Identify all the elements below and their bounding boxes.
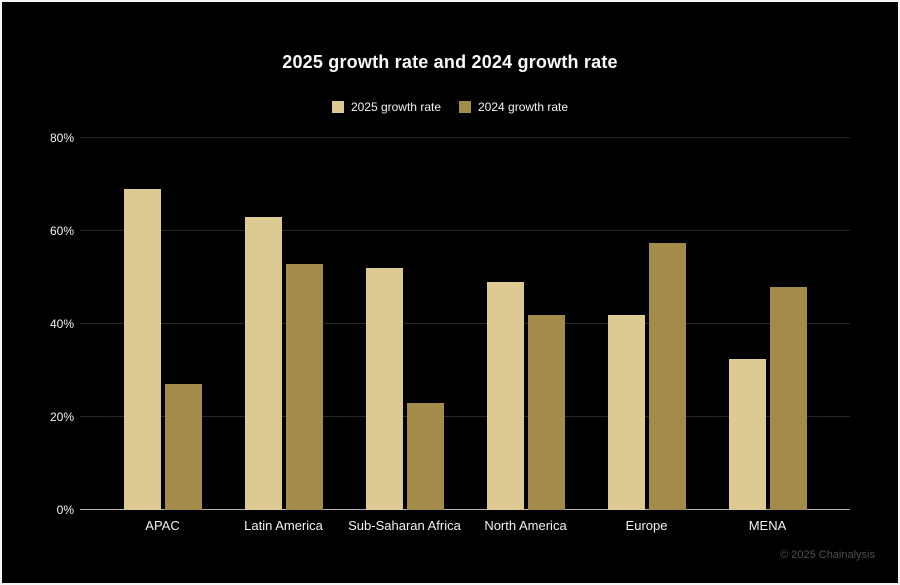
bar-2024-growth-rate-mena [769, 286, 807, 510]
footer-credit: © 2025 Chainalysis [780, 549, 875, 561]
bar-2024-growth-rate-europe [648, 242, 686, 510]
gridline-40 [80, 323, 850, 324]
category-label-apac: APAC [145, 518, 180, 533]
legend-item-2025: 2025 growth rate [331, 100, 441, 114]
category-label-europe: Europe [625, 518, 668, 533]
category-label-latin-america: Latin America [244, 518, 323, 533]
category-label-mena: MENA [748, 518, 787, 533]
bar-group-north-america: North America [484, 138, 567, 533]
y-tick-label-40: 40% [49, 317, 74, 331]
bar-2024-growth-rate-apac [164, 384, 202, 510]
bar-2024-growth-rate-sub-saharan-africa [406, 403, 444, 510]
bar-group-latin-america: Latin America [244, 138, 323, 533]
bar-2024-growth-rate-latin-america [285, 263, 323, 510]
gridline-80 [80, 137, 850, 138]
y-axis: 0% 20% 40% 60% 80% [2, 131, 74, 517]
legend-label-2025: 2025 growth rate [350, 100, 441, 114]
bar-group-mena: MENA [728, 138, 807, 533]
bar-2025-growth-rate-apac [123, 189, 161, 510]
bar-2025-growth-rate-latin-america [244, 217, 282, 510]
chart-title: 2025 growth rate and 2024 growth rate [282, 52, 618, 72]
gridline-20 [80, 416, 850, 417]
bars-layer: APAC Latin America Sub-Saharan Africa North… [80, 138, 850, 533]
y-tick-label-80: 80% [49, 131, 74, 145]
plot-area: APAC Latin America Sub-Saharan Africa North… [80, 137, 850, 533]
bar-group-europe: Europe [607, 138, 686, 533]
legend-label-2024: 2024 growth rate [478, 100, 569, 114]
legend-swatch-2024-icon [459, 101, 471, 113]
bar-group-apac: APAC [123, 138, 202, 533]
bar-2025-growth-rate-sub-saharan-africa [365, 268, 403, 510]
category-label-north-america: North America [484, 518, 567, 533]
bar-2024-growth-rate-north-america [527, 314, 565, 510]
legend-item-2024: 2024 growth rate [459, 100, 568, 114]
category-label-sub-saharan-africa: Sub-Saharan Africa [348, 518, 461, 533]
y-tick-label-20: 20% [49, 410, 74, 424]
y-tick-label-60: 60% [49, 224, 74, 238]
legend-swatch-2025-icon [331, 101, 344, 113]
gridline-60 [80, 230, 850, 231]
bar-2025-growth-rate-mena [728, 358, 766, 510]
legend: 2025 growth rate 2024 growth rate [2, 100, 898, 114]
bar-2025-growth-rate-north-america [486, 282, 524, 510]
bar-2025-growth-rate-europe [607, 314, 645, 510]
x-axis-line [80, 509, 850, 510]
y-tick-label-0: 0% [56, 503, 74, 517]
bar-group-sub-saharan-africa: Sub-Saharan Africa [348, 138, 461, 533]
